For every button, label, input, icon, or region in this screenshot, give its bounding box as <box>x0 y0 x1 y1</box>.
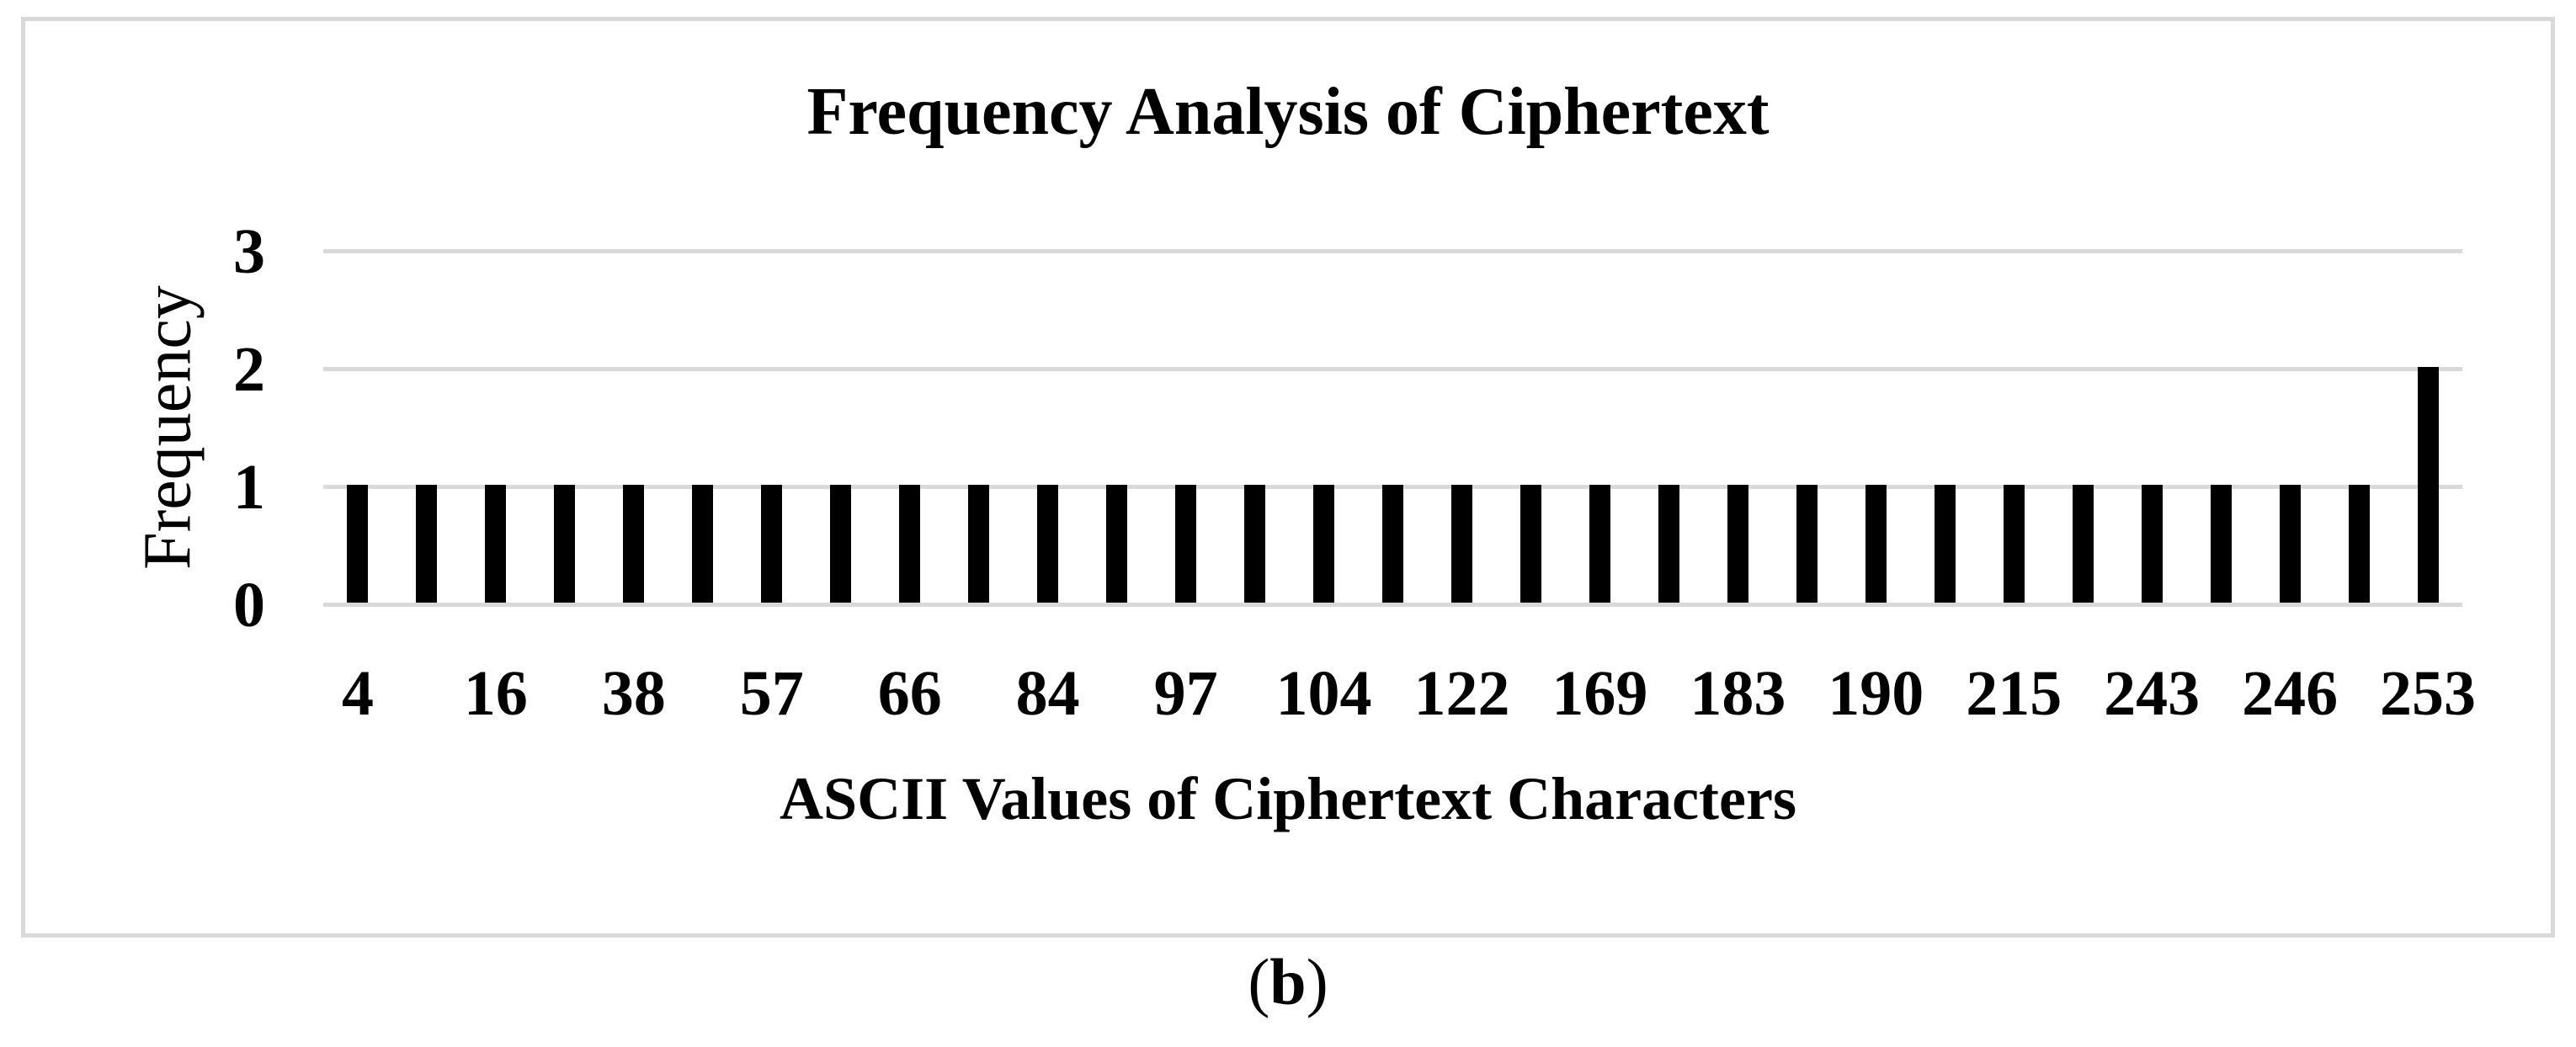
bar-ascii-122 <box>1450 485 1472 603</box>
bar-unlabeled-18 <box>1520 485 1541 603</box>
bar-unlabeled-10 <box>968 485 990 603</box>
bar-ascii-16 <box>485 485 507 603</box>
bar-unlabeled-28 <box>2210 485 2232 603</box>
bar-unlabeled-22 <box>1796 485 1818 603</box>
bar-ascii-190 <box>1865 485 1887 603</box>
x-axis-title: ASCII Values of Ciphertext Characters <box>780 765 1796 832</box>
caption-letter: b <box>1269 945 1307 1018</box>
bar-unlabeled-2 <box>416 485 438 603</box>
y-tick-label-1: 1 <box>233 451 265 523</box>
y-tick-label-0: 0 <box>233 569 265 640</box>
bar-ascii-243 <box>2141 485 2163 603</box>
x-tick-label-215: 215 <box>1966 658 2062 729</box>
bar-ascii-4 <box>347 485 369 603</box>
x-tick-label-97: 97 <box>1153 658 1218 729</box>
x-tick-label-183: 183 <box>1690 658 1786 729</box>
x-tick-label-57: 57 <box>739 658 804 729</box>
x-tick-label-246: 246 <box>2242 658 2339 729</box>
y-tick-label-3: 3 <box>233 215 265 287</box>
plot-area <box>323 249 2462 607</box>
bar-ascii-66 <box>899 485 921 603</box>
x-tick-label-169: 169 <box>1551 658 1648 729</box>
bar-unlabeled-4 <box>554 485 576 603</box>
bar-unlabeled-6 <box>692 485 714 603</box>
x-tick-label-4: 4 <box>341 658 374 729</box>
x-tick-label-190: 190 <box>1828 658 1924 729</box>
bar-ascii-169 <box>1589 485 1610 603</box>
x-tick-label-104: 104 <box>1275 658 1372 729</box>
gridline-y-0 <box>323 603 2462 607</box>
gridline-y-2 <box>323 367 2462 371</box>
bar-ascii-246 <box>2279 485 2301 603</box>
bar-unlabeled-16 <box>1382 485 1403 603</box>
bar-ascii-97 <box>1175 485 1197 603</box>
bar-ascii-253 <box>2417 367 2439 603</box>
bar-unlabeled-24 <box>1934 485 1956 603</box>
chart-frame-border <box>21 17 2555 938</box>
bar-unlabeled-26 <box>2072 485 2094 603</box>
y-tick-label-2: 2 <box>233 333 265 405</box>
bar-ascii-84 <box>1037 485 1059 603</box>
x-tick-label-16: 16 <box>463 658 528 729</box>
x-tick-label-122: 122 <box>1413 658 1510 729</box>
x-tick-label-243: 243 <box>2104 658 2201 729</box>
caption-paren-close: ) <box>1306 945 1328 1018</box>
x-tick-label-38: 38 <box>601 658 666 729</box>
x-tick-label-253: 253 <box>2380 658 2477 729</box>
bar-unlabeled-20 <box>1658 485 1679 603</box>
bar-ascii-215 <box>2003 485 2025 603</box>
bar-ascii-104 <box>1313 485 1335 603</box>
bar-unlabeled-8 <box>830 485 852 603</box>
bar-ascii-38 <box>623 485 645 603</box>
bar-ascii-183 <box>1727 485 1748 603</box>
gridline-y-3 <box>323 249 2462 253</box>
bar-unlabeled-12 <box>1106 485 1128 603</box>
figure-caption: (b) <box>0 949 2576 1015</box>
bar-unlabeled-30 <box>2348 485 2370 603</box>
caption-paren-open: ( <box>1248 945 1270 1018</box>
x-tick-label-84: 84 <box>1015 658 1080 729</box>
bar-ascii-57 <box>761 485 783 603</box>
bar-unlabeled-14 <box>1244 485 1266 603</box>
chart-title: Frequency Analysis of Ciphertext <box>806 75 1770 149</box>
x-tick-label-66: 66 <box>877 658 942 729</box>
